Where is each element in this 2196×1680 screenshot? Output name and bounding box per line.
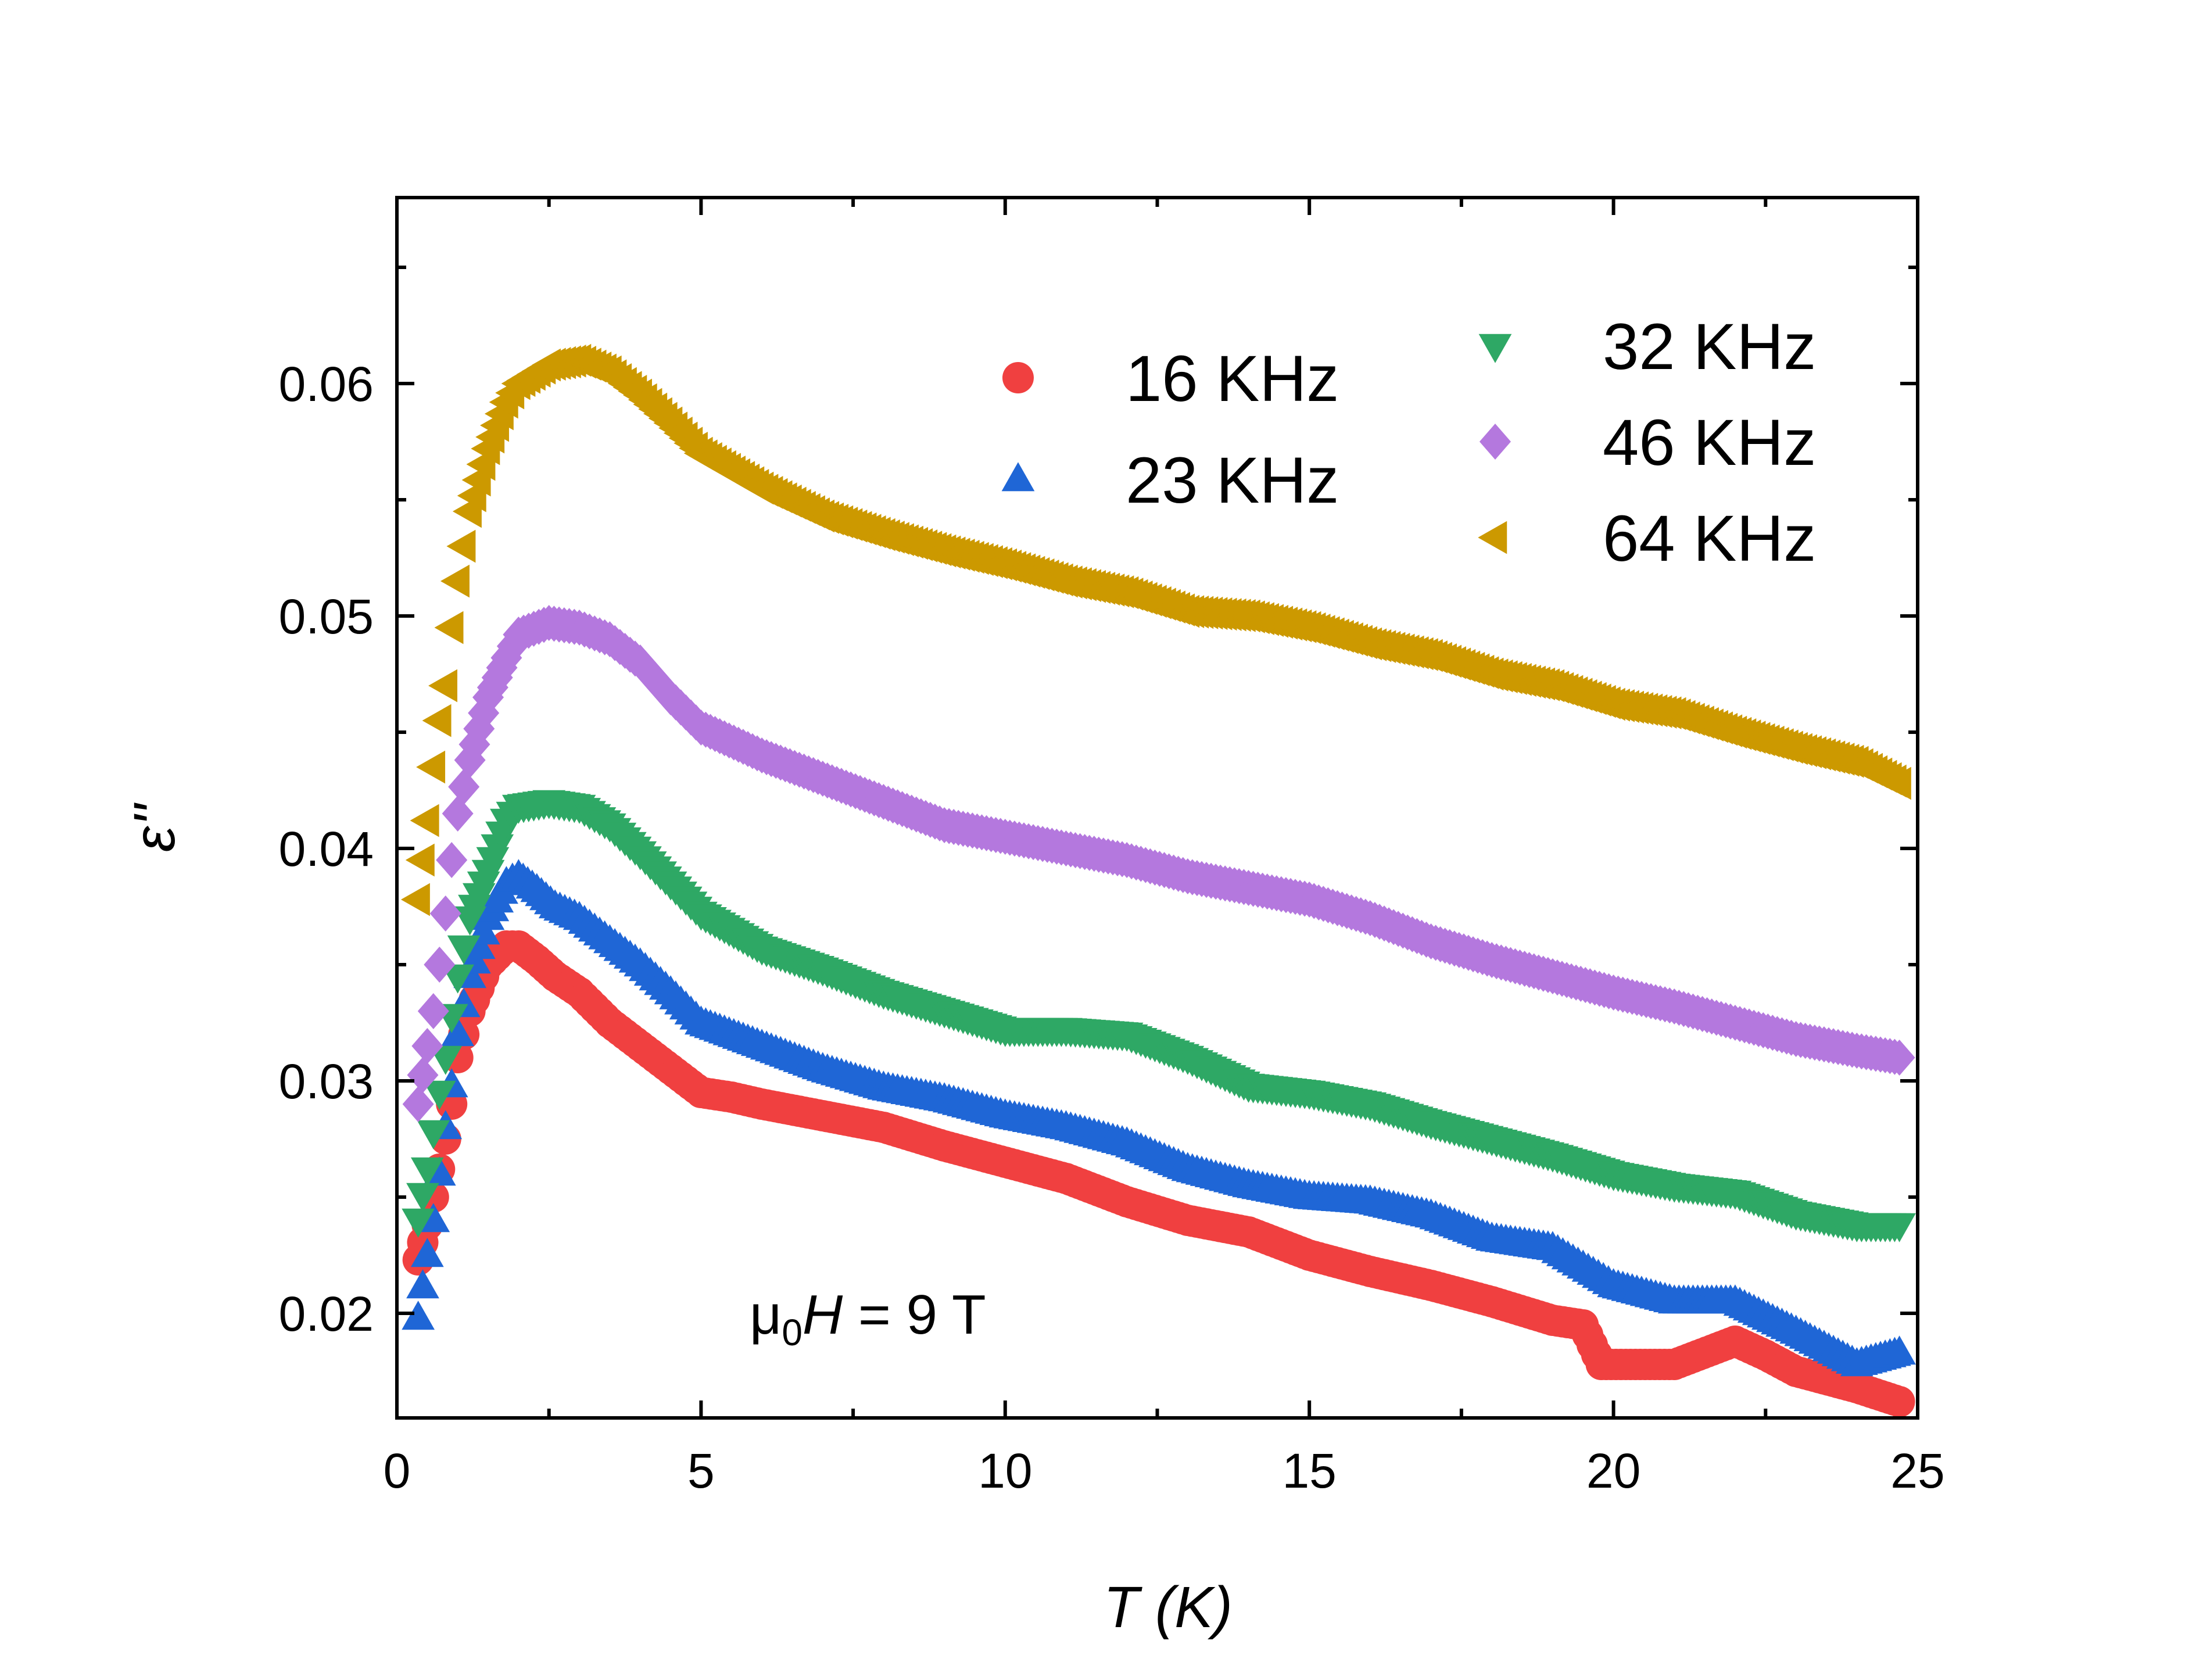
data-point [422, 1080, 456, 1110]
legend-item-46-khz: 46 KHz [1479, 406, 1816, 479]
legend-marker [1479, 423, 1511, 460]
data-point [424, 946, 456, 983]
legend-item-23-khz: 23 KHz [1001, 444, 1339, 517]
legend: 16 KHz 23 KHz 32 KHz 46 KHz 64 KHz [1001, 310, 1816, 575]
y-tick-label: 0.02 [279, 1287, 374, 1341]
annotation-variable: H [803, 1284, 843, 1346]
series-32-khz [402, 790, 1916, 1242]
legend-label: 32 KHz [1603, 310, 1816, 383]
data-point [440, 564, 470, 598]
field-annotation: μ0H = 9 T [750, 1284, 986, 1353]
legend-marker [1002, 362, 1034, 393]
legend-item-32-khz: 32 KHz [1478, 310, 1816, 383]
x-tick-label: 0 [384, 1443, 411, 1498]
data-point [1883, 1039, 1915, 1076]
data-point [400, 883, 430, 916]
data-point [434, 611, 464, 644]
data-point [410, 1157, 444, 1187]
data-point [405, 843, 435, 877]
legend-label: 64 KHz [1603, 502, 1816, 575]
data-point [407, 1056, 439, 1094]
y-tick-label: 0.03 [279, 1054, 374, 1109]
x-tick-label: 25 [1890, 1443, 1944, 1498]
data-point [442, 795, 474, 832]
legend-marker [1478, 521, 1507, 554]
y-axis-title: ε'' [122, 803, 187, 852]
data-point [447, 935, 481, 965]
data-point [402, 1208, 435, 1238]
data-point [410, 804, 439, 837]
data-point [1883, 1335, 1916, 1365]
data-point [428, 669, 457, 703]
series-46-khz [402, 604, 1915, 1123]
x-tick-label: 10 [978, 1443, 1032, 1498]
data-point [441, 1017, 475, 1047]
legend-item-16-khz: 16 KHz [1002, 342, 1339, 415]
legend-marker [1478, 334, 1512, 363]
data-point [429, 1045, 463, 1075]
data-point [446, 529, 476, 563]
data-point [422, 704, 452, 737]
plot-data [400, 343, 1916, 1417]
axis-ticks [395, 198, 1919, 1418]
data-point [436, 841, 468, 879]
data-point [416, 750, 446, 784]
x-tick-label: 5 [687, 1443, 715, 1498]
data-point [1883, 1386, 1915, 1417]
data-point [1883, 1213, 1916, 1242]
series-16-khz [402, 930, 1915, 1417]
tick-labels: 0 5 10 15 20 25 0.02 0.03 0.04 0.05 0.06 [279, 357, 1945, 1498]
data-point [411, 1027, 443, 1065]
data-point [1882, 766, 1911, 800]
data-point [402, 1086, 434, 1123]
annotation-value: = 9 T [843, 1284, 986, 1346]
legend-marker [1001, 462, 1035, 492]
data-point [417, 993, 449, 1030]
y-tick-label: 0.05 [279, 589, 374, 644]
annotation-subscript: 0 [782, 1312, 803, 1353]
series-23-khz [402, 859, 1916, 1377]
series-64-khz [400, 343, 1911, 916]
data-point [441, 964, 475, 994]
annotation-mu: μ [750, 1284, 782, 1346]
legend-item-64-khz: 64 KHz [1478, 502, 1816, 575]
x-tick-label: 15 [1282, 1443, 1336, 1498]
data-point [406, 1183, 439, 1212]
y-tick-label: 0.06 [279, 357, 374, 411]
data-point [410, 1238, 444, 1267]
data-point [429, 895, 461, 932]
legend-label: 16 KHz [1126, 342, 1339, 415]
data-point [402, 1301, 435, 1330]
y-tick-label: 0.04 [279, 822, 374, 876]
data-point [448, 768, 480, 805]
data-point [417, 1120, 450, 1149]
legend-label: 46 KHz [1603, 406, 1816, 479]
x-axis-title: T (K) [1104, 1575, 1233, 1640]
legend-label: 23 KHz [1126, 444, 1339, 517]
data-point [406, 1269, 439, 1299]
x-tick-label: 20 [1586, 1443, 1640, 1498]
